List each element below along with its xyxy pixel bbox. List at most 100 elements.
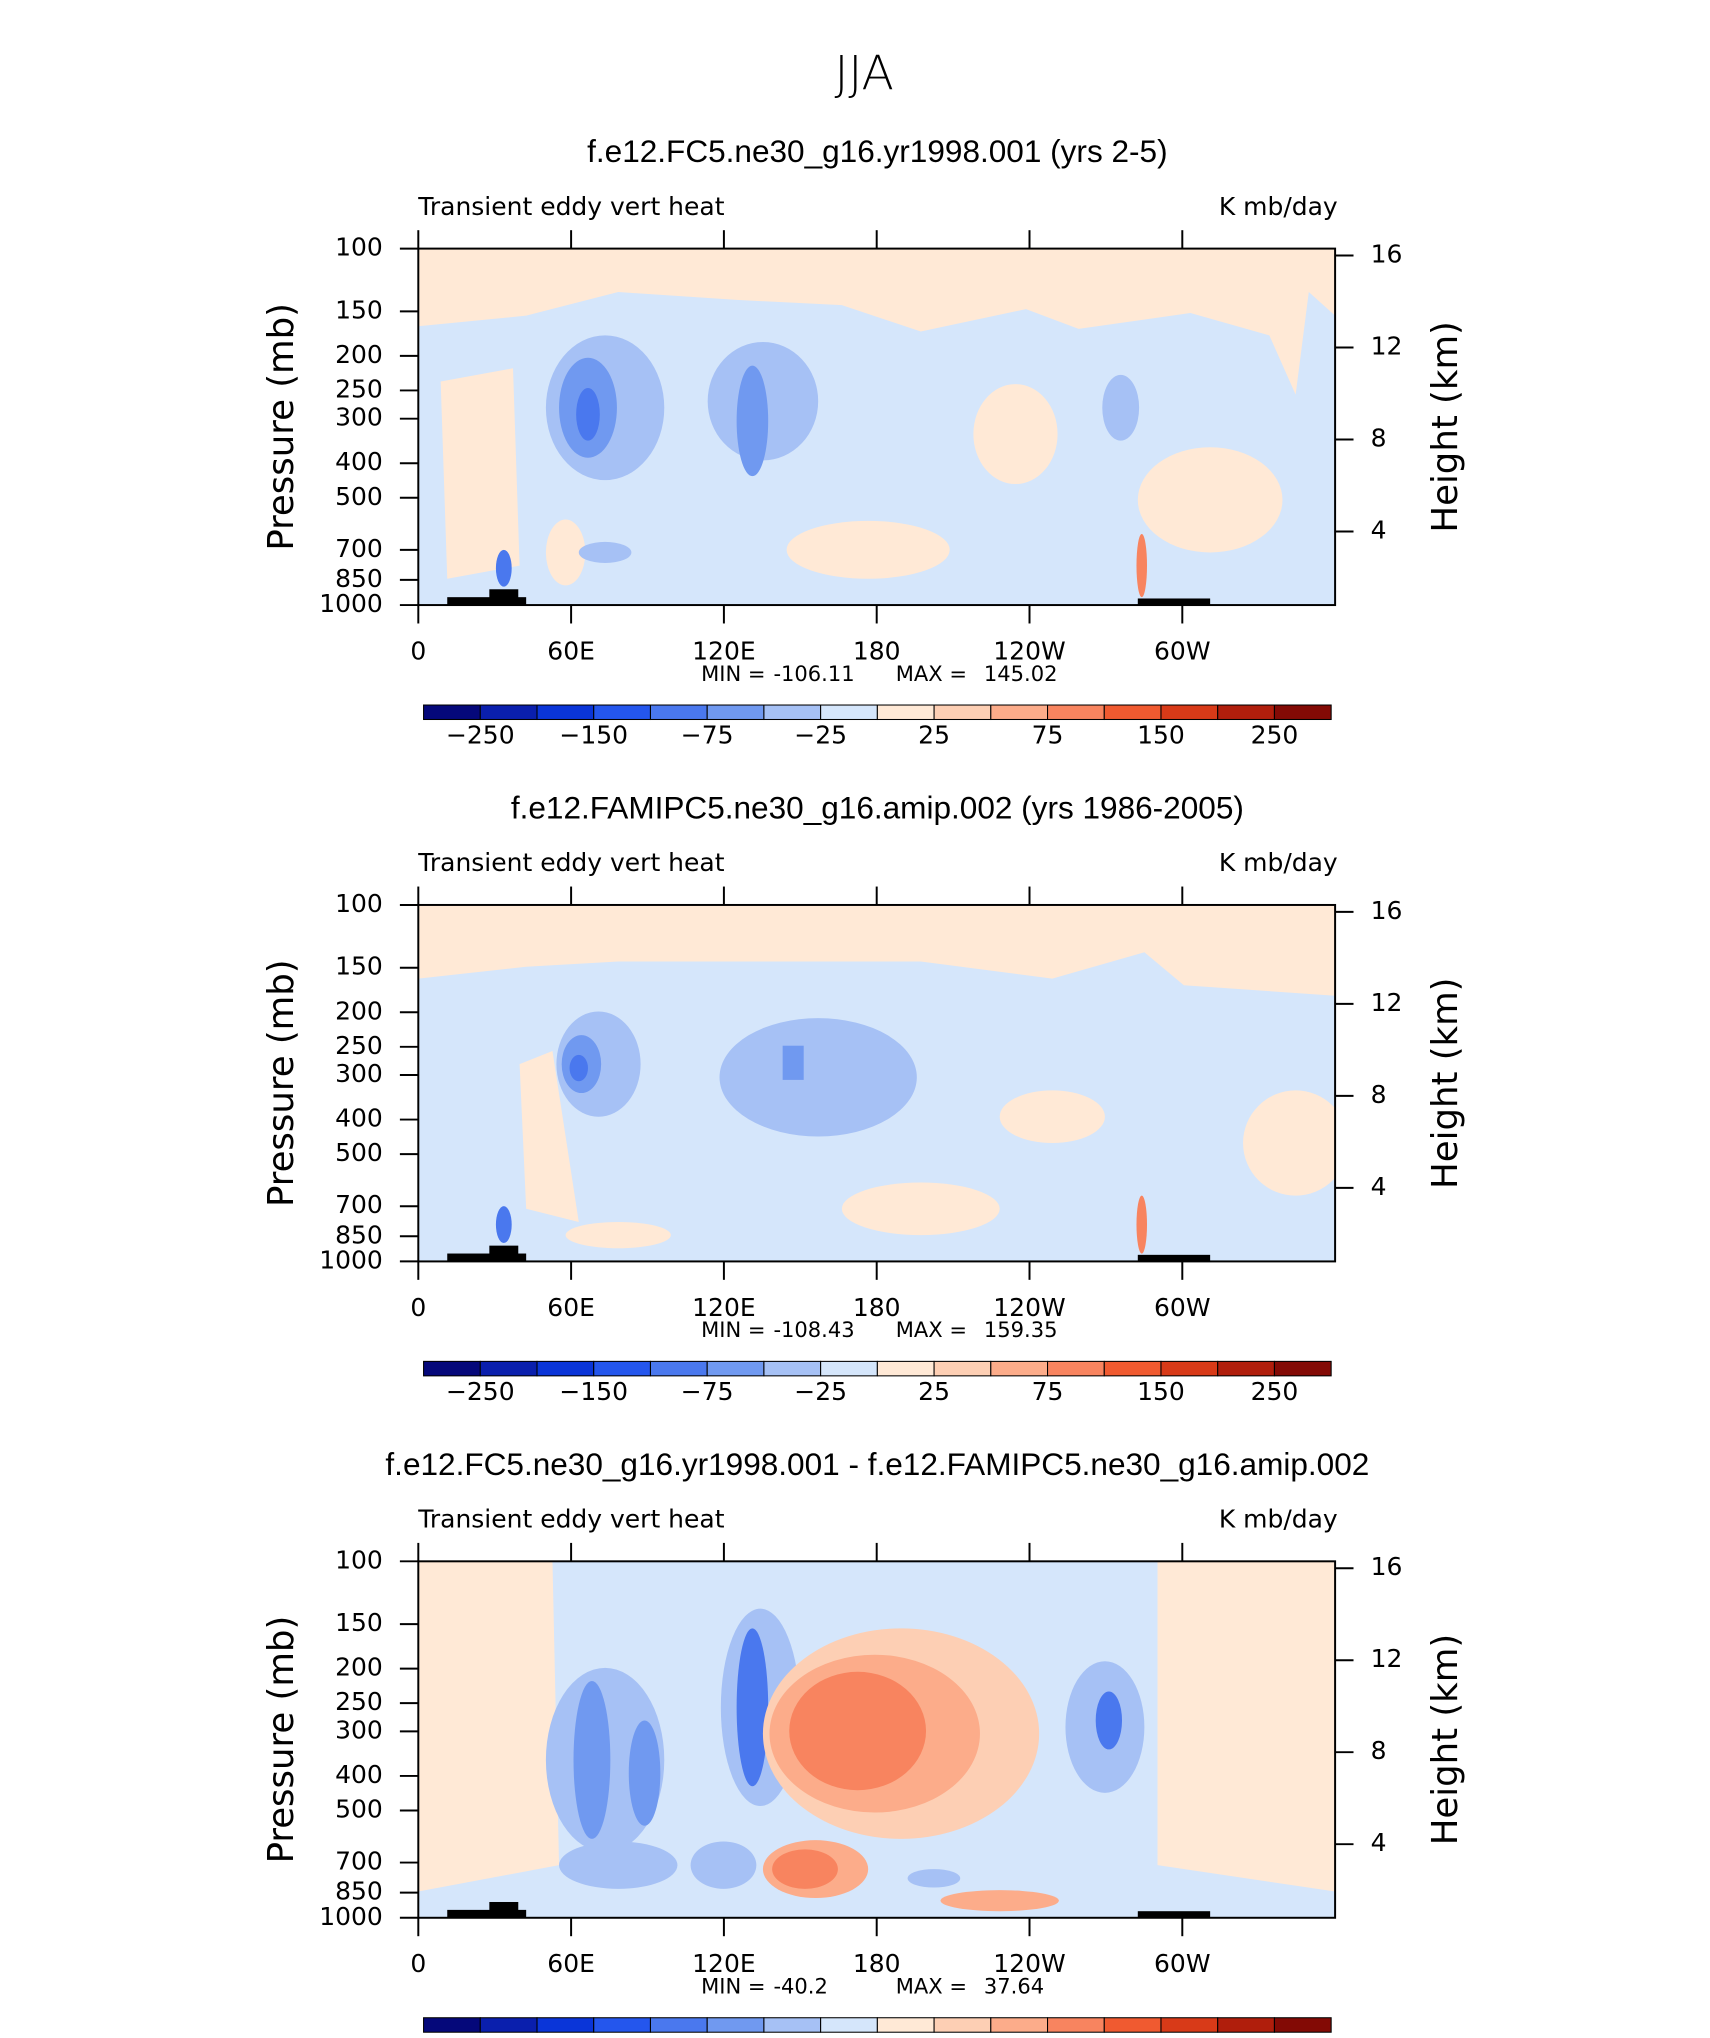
- x-tick-label: 120W: [993, 1293, 1065, 1322]
- colorbar-label: −80: [511, 2033, 564, 2038]
- x-tick-label: 60W: [1154, 1949, 1211, 1978]
- colorbar-box: [763, 1360, 822, 1377]
- units-label: K mb/day: [1219, 192, 1338, 221]
- colorbar-box: [1160, 1360, 1219, 1377]
- colorbar-label: −40: [624, 2033, 677, 2038]
- panel-subtitle: Transient eddy vert heat: [417, 192, 724, 221]
- colorbar-box: [820, 2017, 878, 2033]
- min-label: MIN =: [701, 1973, 765, 1998]
- units-label: K mb/day: [1219, 1505, 1338, 1534]
- colorbar-box: [479, 1360, 538, 1377]
- y2-tick-label: 12: [1371, 988, 1403, 1017]
- colorbar-box: [990, 704, 1049, 721]
- colorbar-box: [1103, 704, 1162, 721]
- min-value: -40.2: [773, 1973, 827, 1998]
- colorbar-label: −150: [559, 721, 628, 750]
- y-tick-label: 700: [335, 1847, 383, 1876]
- colorbar-label: −25: [794, 1377, 847, 1406]
- y2-tick-label: 4: [1371, 515, 1387, 544]
- y2-tick-label: 12: [1371, 331, 1403, 360]
- colorbar-box: [423, 2017, 481, 2033]
- colorbar-box: [763, 2017, 822, 2033]
- y-tick-label: 500: [335, 1794, 383, 1823]
- max-value: 145.02: [984, 661, 1058, 686]
- y-tick-label: 700: [335, 534, 383, 563]
- y2-tick-label: 8: [1371, 1080, 1387, 1109]
- min-value: -106.11: [773, 661, 854, 686]
- x-tick-label: 120E: [692, 1293, 755, 1322]
- y-tick-label: 150: [335, 295, 383, 324]
- x-tick-label: 180: [853, 1949, 901, 1978]
- colorbar-box: [593, 704, 651, 721]
- colorbar-box: [1160, 2017, 1219, 2033]
- y-tick-label: 400: [335, 447, 383, 476]
- y2-tick-label: 12: [1371, 1644, 1403, 1673]
- colorbar-box: [820, 1360, 878, 1377]
- colorbar-box: [933, 704, 992, 721]
- y-axis-label: Pressure (mb): [261, 959, 302, 1207]
- colorbar-label: −75: [681, 1377, 734, 1406]
- colorbar-box: [1160, 704, 1219, 721]
- max-value: 37.64: [984, 1973, 1044, 1998]
- y-tick-label: 100: [335, 889, 383, 918]
- max-label: MAX =: [896, 1317, 967, 1342]
- colorbar-box: [1273, 1360, 1332, 1377]
- field-1: [418, 248, 1336, 606]
- colorbar-box: [536, 704, 595, 721]
- y2-axis-label: Height (km): [1425, 977, 1466, 1188]
- y2-tick-label: 8: [1371, 423, 1387, 452]
- colorbar-box: [706, 704, 765, 721]
- y-tick-label: 250: [335, 1031, 383, 1060]
- y-tick-label: 400: [335, 1760, 383, 1789]
- min-label: MIN =: [701, 661, 765, 686]
- colorbar-box: [423, 1360, 481, 1377]
- y-tick-label: 300: [335, 1059, 383, 1088]
- x-tick-label: 60E: [547, 1949, 595, 1978]
- colorbar-box: [990, 2017, 1049, 2033]
- x-tick-label: 120W: [993, 1949, 1065, 1978]
- y-tick-label: 300: [335, 403, 383, 432]
- y2-tick-label: 16: [1371, 239, 1403, 268]
- field-2: [418, 904, 1336, 1262]
- colorbar-label: 150: [1137, 721, 1185, 750]
- y-tick-label: 200: [335, 996, 383, 1025]
- panel-title: f.e12.FC5.ne30_g16.yr1998.001 - f.e12.FA…: [385, 1446, 1369, 1482]
- colorbar-label: 25: [918, 1377, 950, 1406]
- colorbar-label: −150: [559, 1377, 628, 1406]
- colorbar-box: [1047, 704, 1105, 721]
- x-tick-label: 120E: [692, 1949, 755, 1978]
- x-tick-label: 120W: [993, 636, 1065, 665]
- max-label: MAX =: [896, 1973, 967, 1998]
- colorbar-box: [479, 704, 538, 721]
- colorbar-box: [536, 1360, 595, 1377]
- colorbar-label: 75: [1032, 721, 1064, 750]
- min-value: -108.43: [773, 1317, 854, 1342]
- y-tick-label: 850: [335, 1877, 383, 1906]
- colorbar-box: [876, 704, 935, 721]
- y-tick-label: 200: [335, 1653, 383, 1682]
- colorbar-box: [649, 704, 708, 721]
- colorbar-box: [990, 1360, 1049, 1377]
- x-tick-label: 0: [410, 1293, 426, 1322]
- colorbar-box: [1273, 704, 1332, 721]
- panel-title: f.e12.FC5.ne30_g16.yr1998.001 (yrs 2-5): [587, 133, 1167, 169]
- y-tick-label: 250: [335, 374, 383, 403]
- y2-tick-label: 4: [1371, 1828, 1387, 1857]
- min-label: MIN =: [701, 1317, 765, 1342]
- units-label: K mb/day: [1219, 848, 1338, 877]
- colorbar-box: [1273, 2017, 1332, 2033]
- x-tick-label: 0: [410, 636, 426, 665]
- colorbar-box: [1103, 1360, 1162, 1377]
- y-tick-label: 500: [335, 482, 383, 511]
- colorbar-label: 40: [1088, 2033, 1120, 2038]
- colorbar-label: 10: [975, 2033, 1007, 2038]
- x-tick-label: 180: [853, 1293, 901, 1322]
- y-tick-label: 100: [335, 233, 383, 262]
- y2-tick-label: 16: [1371, 1552, 1403, 1581]
- colorbar-label: 150: [1137, 1377, 1185, 1406]
- colorbar-box: [1217, 704, 1275, 721]
- y-tick-label: 200: [335, 340, 383, 369]
- colorbar-box: [593, 2017, 651, 2033]
- colorbar-box: [593, 1360, 651, 1377]
